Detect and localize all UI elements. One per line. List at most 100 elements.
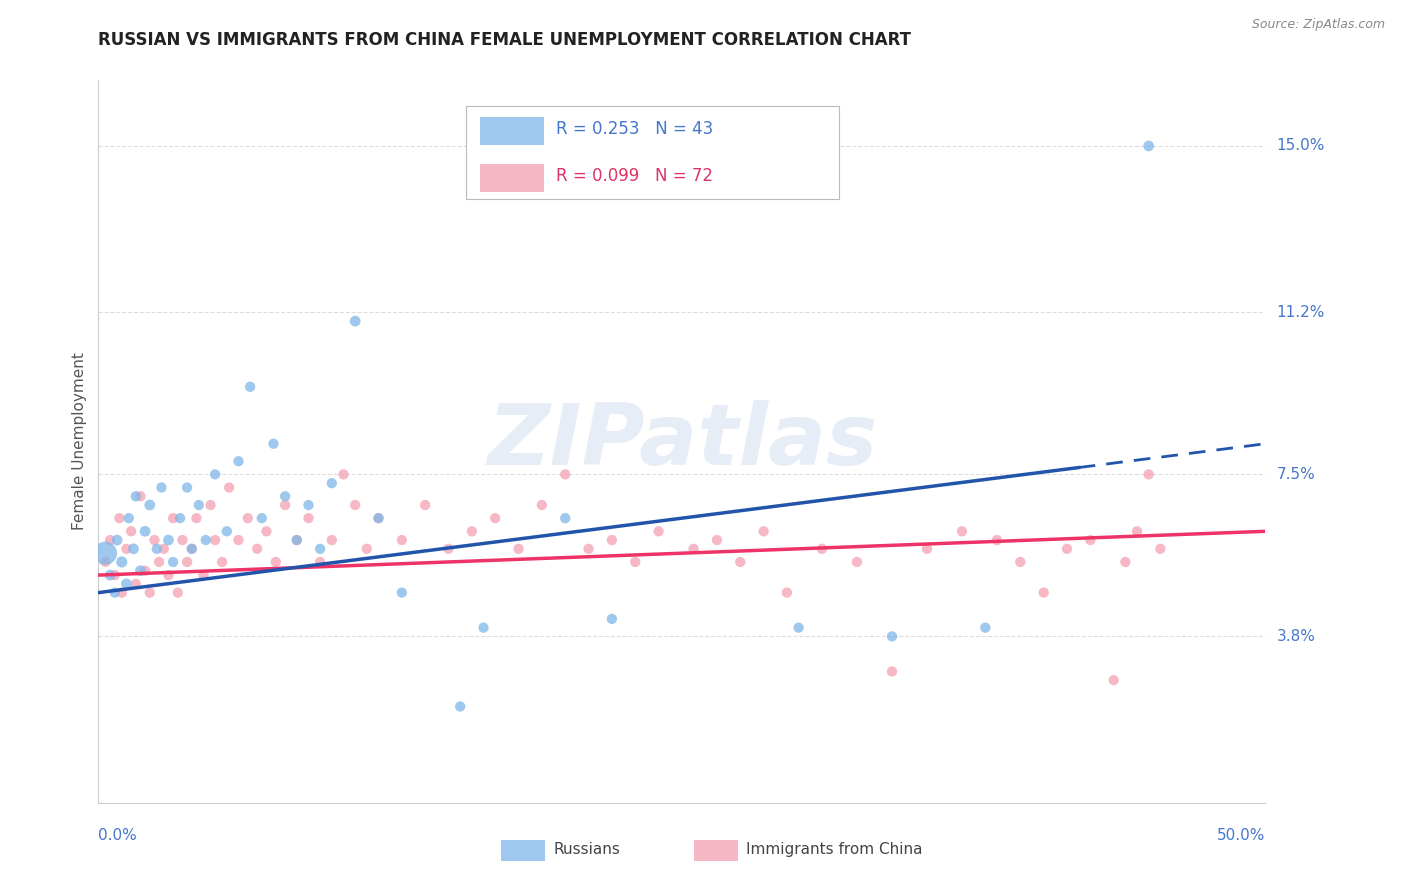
Text: Source: ZipAtlas.com: Source: ZipAtlas.com [1251,18,1385,31]
Point [1137,467,1160,482]
Point [297,498,319,512]
Point [115,541,138,556]
Point [344,314,367,328]
Point [148,555,170,569]
Point [200,498,222,512]
Point [162,555,184,569]
Point [1080,533,1102,547]
Point [321,476,343,491]
Point [169,511,191,525]
Point [706,533,728,547]
Point [730,555,752,569]
Point [986,533,1008,547]
Text: 50.0%: 50.0% [1218,828,1265,843]
Point [162,511,184,525]
Point [98,533,121,547]
Point [172,533,194,547]
Point [211,555,233,569]
Point [1102,673,1125,688]
Point [554,511,576,525]
Point [915,541,938,556]
Point [98,568,121,582]
Text: ZIPatlas: ZIPatlas [486,400,877,483]
Point [256,524,278,539]
Text: 7.5%: 7.5% [1277,467,1315,482]
Point [228,533,250,547]
Point [264,555,287,569]
Point [180,541,202,556]
Point [950,524,973,539]
Point [367,511,389,525]
Point [787,621,810,635]
FancyBboxPatch shape [501,840,546,861]
Point [846,555,869,569]
Point [215,524,238,539]
Point [129,564,152,578]
Point [246,541,269,556]
Point [1114,555,1136,569]
Point [186,511,208,525]
Point [437,541,460,556]
Point [274,498,297,512]
Point [1126,524,1149,539]
Point [120,524,142,539]
Point [250,511,273,525]
Point [682,541,704,556]
Point [321,533,343,547]
Point [367,511,389,525]
Point [122,541,145,556]
Point [449,699,471,714]
Point [309,555,332,569]
Point [484,511,506,525]
Point [776,585,799,599]
Point [508,541,530,556]
Point [194,533,217,547]
Text: Russians: Russians [554,842,620,857]
Y-axis label: Female Unemployment: Female Unemployment [72,352,87,531]
Point [880,629,903,643]
Point [125,577,148,591]
Point [647,524,669,539]
Point [309,541,332,556]
Point [94,546,117,560]
Point [139,585,162,599]
Point [218,481,240,495]
Point [461,524,484,539]
Point [105,533,128,547]
Point [752,524,775,539]
Point [157,568,180,582]
Point [1010,555,1032,569]
Point [152,541,174,556]
Point [111,585,134,599]
Point [297,511,319,525]
Point [134,524,156,539]
Point [118,511,141,525]
Point [332,467,354,482]
Point [204,533,226,547]
Point [356,541,378,556]
Point [344,498,367,512]
Point [578,541,600,556]
Point [1137,139,1160,153]
Point [530,498,553,512]
Point [134,564,156,578]
FancyBboxPatch shape [465,105,839,200]
Point [262,436,284,450]
Point [624,555,647,569]
Point [125,489,148,503]
Point [94,555,117,569]
Point [176,481,198,495]
FancyBboxPatch shape [479,164,544,192]
Point [193,568,215,582]
Point [143,533,166,547]
Point [129,489,152,503]
Point [600,533,623,547]
Point [104,568,127,582]
Text: 0.0%: 0.0% [98,828,138,843]
Text: RUSSIAN VS IMMIGRANTS FROM CHINA FEMALE UNEMPLOYMENT CORRELATION CHART: RUSSIAN VS IMMIGRANTS FROM CHINA FEMALE … [98,31,911,49]
Point [811,541,834,556]
Point [228,454,250,468]
Point [472,621,495,635]
Point [204,467,226,482]
Point [413,498,436,512]
